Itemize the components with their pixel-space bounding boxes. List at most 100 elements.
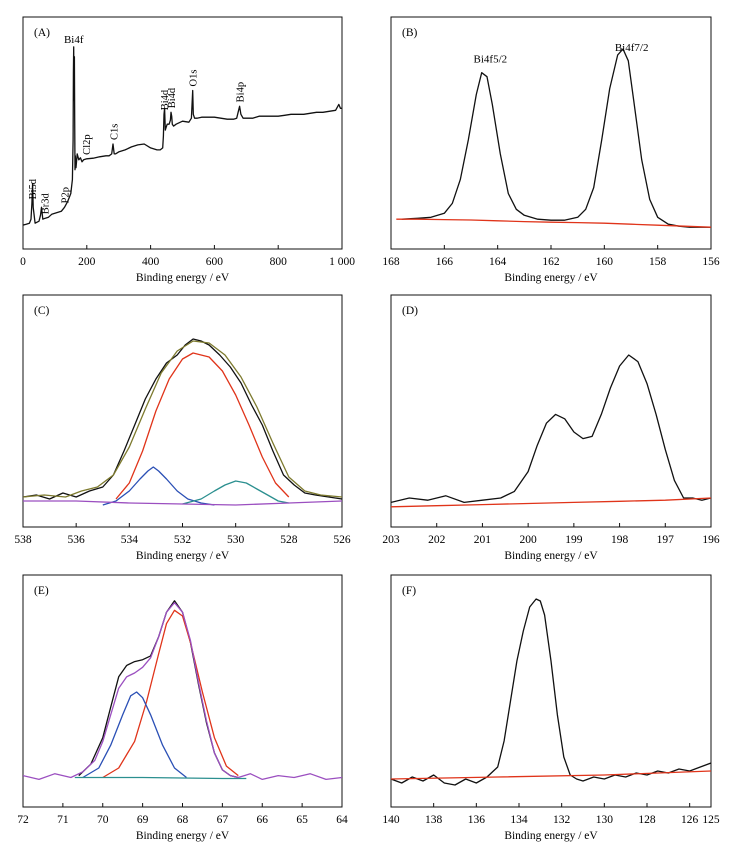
peak-label: C1s: [110, 124, 121, 140]
x-tick-label: 538: [14, 534, 32, 546]
x-tick-label: 68: [177, 814, 189, 826]
x-tick-label: 65: [296, 814, 308, 826]
x-tick-label: 1 000: [329, 256, 355, 268]
chart-panel: (E) 72 71 70 69 68 67 66 65 64 Binding energy / eV: [17, 574, 348, 842]
series-line: [74, 776, 247, 780]
chart-panel: (D) 203 202 201 200 199 198 197 196 Binding energ…: [382, 294, 720, 562]
series-line: [396, 218, 711, 228]
plot-frame: [390, 294, 712, 528]
x-axis-label: Binding energy / eV: [504, 272, 598, 284]
x-tick-label: 140: [382, 814, 400, 826]
panel-label: (B): [402, 27, 418, 39]
peak-label: Cl2p: [82, 134, 93, 154]
x-tick-label: 196: [702, 534, 720, 546]
peak-label: Br3d: [41, 192, 52, 214]
panel-label: (D): [402, 305, 418, 317]
panel-label: (E): [34, 585, 49, 597]
x-axis-label: Binding energy / eV: [504, 830, 598, 842]
x-tick-label: 201: [474, 534, 492, 546]
x-tick-label: 200: [520, 534, 538, 546]
panel-label: (A): [34, 27, 50, 39]
x-tick-label: 162: [542, 256, 560, 268]
peak-label: Bi4d: [167, 87, 178, 108]
x-tick-label: 130: [596, 814, 614, 826]
x-tick-label: 199: [565, 534, 583, 546]
x-tick-label: 125: [702, 814, 720, 826]
plot-frame: [390, 16, 712, 250]
x-tick-label: 0: [20, 256, 26, 268]
x-tick-label: 168: [382, 256, 400, 268]
x-tick-label: 70: [97, 814, 109, 826]
panel-label: (F): [402, 585, 416, 597]
x-axis-label: Binding energy / eV: [136, 550, 230, 562]
peak-label: Bi4p: [236, 82, 247, 102]
x-axis-label: Binding energy / eV: [136, 272, 230, 284]
plot-frame: [22, 16, 343, 250]
x-axis-label: Binding energy / eV: [136, 830, 230, 842]
x-tick-label: 156: [702, 256, 720, 268]
series-line: [23, 338, 342, 500]
x-tick-label: 200: [78, 256, 96, 268]
series-line: [391, 770, 711, 780]
plot-frame: [390, 574, 712, 808]
plot-frame: [22, 294, 343, 528]
x-tick-label: 160: [596, 256, 614, 268]
peak-label: Bi5d: [28, 178, 39, 199]
x-tick-label: 67: [217, 814, 229, 826]
series-line: [115, 352, 290, 500]
x-tick-label: 132: [553, 814, 571, 826]
x-tick-label: 528: [280, 534, 298, 546]
x-tick-label: 526: [333, 534, 351, 546]
series-line: [102, 466, 215, 506]
chart-panel: (F) 140 138 136 134 132 130 128 126 125 Binding en…: [382, 574, 720, 842]
x-tick-label: 138: [425, 814, 443, 826]
series-line: [182, 480, 289, 505]
x-tick-label: 69: [137, 814, 149, 826]
series-line: [23, 500, 342, 506]
x-tick-label: 64: [336, 814, 348, 826]
x-tick-label: 128: [638, 814, 656, 826]
x-tick-label: 126: [681, 814, 699, 826]
peak-label: P2p: [60, 187, 71, 203]
series-line: [23, 602, 342, 781]
x-tick-label: 400: [142, 256, 160, 268]
x-tick-label: 164: [489, 256, 507, 268]
series-line: [391, 354, 711, 504]
x-tick-label: 71: [57, 814, 69, 826]
peak-label: Bi4f7/2: [615, 42, 649, 54]
series-line: [82, 691, 187, 779]
series-line: [401, 48, 711, 228]
series-line: [391, 598, 711, 786]
x-tick-label: 532: [174, 534, 192, 546]
x-tick-label: 134: [510, 814, 528, 826]
peak-label: Bi4f: [64, 34, 84, 46]
series-line: [391, 497, 711, 508]
series-line: [23, 46, 342, 226]
x-tick-label: 534: [121, 534, 139, 546]
chart-panel: (C) 538 536 534 532 530 528 526 Binding energy /…: [14, 294, 351, 562]
x-tick-label: 72: [17, 814, 29, 826]
peak-label: Bi4f5/2: [474, 54, 508, 66]
panel-label: (C): [34, 305, 50, 317]
x-tick-label: 203: [382, 534, 400, 546]
peak-label: Bi4d: [160, 89, 171, 110]
x-tick-label: 197: [657, 534, 675, 546]
x-tick-label: 166: [436, 256, 454, 268]
series-line: [102, 609, 239, 779]
chart-panel: (B) 168 166 164 162 160 158 156 Binding energy /…: [382, 16, 720, 284]
x-axis-label: Binding energy / eV: [504, 550, 598, 562]
x-tick-label: 158: [649, 256, 667, 268]
x-tick-label: 530: [227, 534, 245, 546]
x-tick-label: 66: [257, 814, 269, 826]
x-tick-label: 600: [206, 256, 224, 268]
x-tick-label: 136: [468, 814, 486, 826]
chart-panel: (A) 0 200 400 600 800 1 000 Binding energy / eV…: [20, 16, 355, 284]
peak-label: O1s: [189, 70, 200, 87]
x-tick-label: 202: [428, 534, 446, 546]
series-line: [23, 340, 342, 498]
x-tick-label: 800: [270, 256, 288, 268]
plot-frame: [22, 574, 343, 808]
x-tick-label: 198: [611, 534, 629, 546]
x-tick-label: 536: [68, 534, 86, 546]
